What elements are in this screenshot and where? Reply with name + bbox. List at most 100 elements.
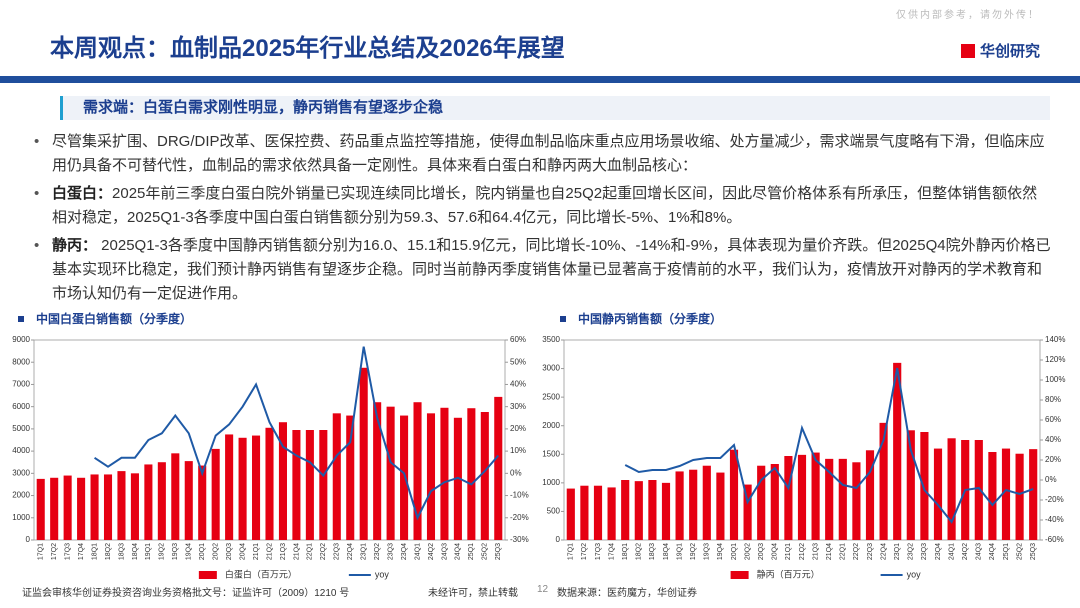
x-tick-label: 25Q3 xyxy=(1030,543,1037,560)
bar xyxy=(77,477,86,540)
bar xyxy=(332,413,341,540)
y2-tick-label: 120% xyxy=(1045,355,1065,364)
bar xyxy=(184,461,193,540)
bar xyxy=(566,488,575,540)
bar xyxy=(144,464,153,540)
y-tick-label: 2000 xyxy=(542,421,560,430)
x-tick-label: 23Q2 xyxy=(374,543,381,560)
y2-tick-label: 60% xyxy=(1045,415,1061,424)
y2-tick-label: 0% xyxy=(510,468,522,477)
bar xyxy=(729,449,739,540)
footer-license: 证监会审核华创证券投资咨询业务资格批文号：证监许可（2009）1210 号 xyxy=(22,588,350,599)
y-tick-label: 2000 xyxy=(12,491,30,500)
x-tick-label: 21Q3 xyxy=(280,543,287,560)
bar xyxy=(770,464,779,540)
x-tick-label: 18Q2 xyxy=(105,543,112,560)
y-tick-label: 3500 xyxy=(542,335,560,344)
y2-tick-label: 50% xyxy=(510,357,526,366)
x-tick-label: 22Q4 xyxy=(880,543,887,560)
bar xyxy=(675,471,684,540)
x-tick-label: 20Q3 xyxy=(758,543,765,560)
x-tick-label: 18Q1 xyxy=(622,543,629,560)
title-marker xyxy=(18,316,24,322)
x-tick-label: 22Q2 xyxy=(853,543,860,560)
x-tick-label: 17Q3 xyxy=(595,543,602,560)
legend-swatch xyxy=(730,571,749,579)
bullet-text: 尽管集采扩围、DRG/DIP改革、医保控费、药品重点监控等措施，使得血制品临床重… xyxy=(52,133,1045,174)
bar xyxy=(593,485,603,540)
bar xyxy=(346,415,355,540)
bar xyxy=(130,473,139,540)
bar xyxy=(373,402,382,540)
bullet-list: 尽管集采扩围、DRG/DIP改革、医保控费、药品重点监控等措施，使得血制品临床重… xyxy=(32,130,1052,310)
bar xyxy=(305,430,314,540)
bar xyxy=(319,430,328,540)
x-tick-label: 17Q2 xyxy=(51,543,58,560)
x-tick-label: 18Q4 xyxy=(663,543,670,560)
header-bar xyxy=(0,76,1080,83)
x-tick-label: 19Q1 xyxy=(145,543,152,560)
brand-logo: 华创研究 xyxy=(961,40,1040,61)
bar xyxy=(947,438,956,540)
x-tick-label: 22Q1 xyxy=(840,543,847,560)
bar xyxy=(933,448,943,540)
x-tick-label: 19Q3 xyxy=(704,543,711,560)
x-tick-label: 22Q3 xyxy=(334,543,341,560)
x-tick-label: 20Q4 xyxy=(772,543,779,560)
x-tick-label: 24Q4 xyxy=(455,543,462,560)
y2-tick-label: 20% xyxy=(510,424,526,433)
x-tick-label: 25Q3 xyxy=(495,543,502,560)
bullet: 白蛋白：2025年前三季度白蛋白院外销量已实现连续同比增长，院内销量也自25Q2… xyxy=(32,182,1052,230)
x-tick-label: 22Q1 xyxy=(307,543,314,560)
x-tick-label: 19Q1 xyxy=(676,543,683,560)
y2-tick-label: 140% xyxy=(1045,335,1065,344)
y-tick-label: 500 xyxy=(547,507,561,516)
y2-tick-label: -10% xyxy=(510,491,529,500)
x-tick-label: 24Q1 xyxy=(414,543,421,560)
bar xyxy=(426,413,436,540)
chart-title: 中国白蛋白销售额（分季度） xyxy=(36,311,192,326)
bar xyxy=(838,458,847,540)
bar xyxy=(36,478,45,540)
x-tick-label: 21Q1 xyxy=(785,543,792,560)
bar xyxy=(171,453,180,540)
bar xyxy=(63,475,72,540)
bullet: 尽管集采扩围、DRG/DIP改革、医保控费、药品重点监控等措施，使得血制品临床重… xyxy=(32,130,1052,178)
bar xyxy=(494,396,503,540)
y-tick-label: 1500 xyxy=(542,449,560,458)
x-tick-label: 22Q3 xyxy=(867,543,874,560)
page-number: 12 xyxy=(537,584,549,595)
y2-tick-label: 40% xyxy=(1045,435,1061,444)
y-tick-label: 1000 xyxy=(12,513,30,522)
bar xyxy=(278,422,287,540)
x-tick-label: 20Q3 xyxy=(226,543,233,560)
y-tick-label: 2500 xyxy=(542,392,560,401)
x-tick-label: 22Q2 xyxy=(320,543,327,560)
bar xyxy=(480,412,489,540)
x-tick-label: 19Q4 xyxy=(186,543,193,560)
x-tick-label: 17Q1 xyxy=(38,543,45,560)
x-tick-label: 24Q1 xyxy=(948,543,955,560)
bar xyxy=(1015,453,1024,540)
bar xyxy=(811,452,820,540)
slide-title: 本周观点：血制品2025年行业总结及2026年展望 xyxy=(50,35,565,62)
yoy-line xyxy=(624,367,1034,524)
x-tick-label: 23Q3 xyxy=(387,543,394,560)
y2-tick-label: -20% xyxy=(1045,495,1064,504)
x-tick-label: 24Q4 xyxy=(989,543,996,560)
x-tick-label: 23Q1 xyxy=(894,543,901,560)
bar xyxy=(865,450,875,540)
x-tick-label: 18Q2 xyxy=(636,543,643,560)
x-tick-label: 24Q2 xyxy=(962,543,969,560)
x-tick-label: 17Q1 xyxy=(568,543,575,560)
title-marker xyxy=(560,316,566,322)
x-tick-label: 21Q2 xyxy=(799,543,806,560)
bar xyxy=(157,462,166,540)
y-tick-label: 3000 xyxy=(12,468,30,477)
footer-source: 数据来源：医药魔方，华创证券 xyxy=(557,588,697,599)
subheader: 需求端：白蛋白需求刚性明显，静丙销售有望逐步企稳 xyxy=(60,96,1050,120)
x-tick-label: 21Q1 xyxy=(253,543,260,560)
bar xyxy=(400,415,409,540)
x-tick-label: 17Q4 xyxy=(78,543,85,560)
